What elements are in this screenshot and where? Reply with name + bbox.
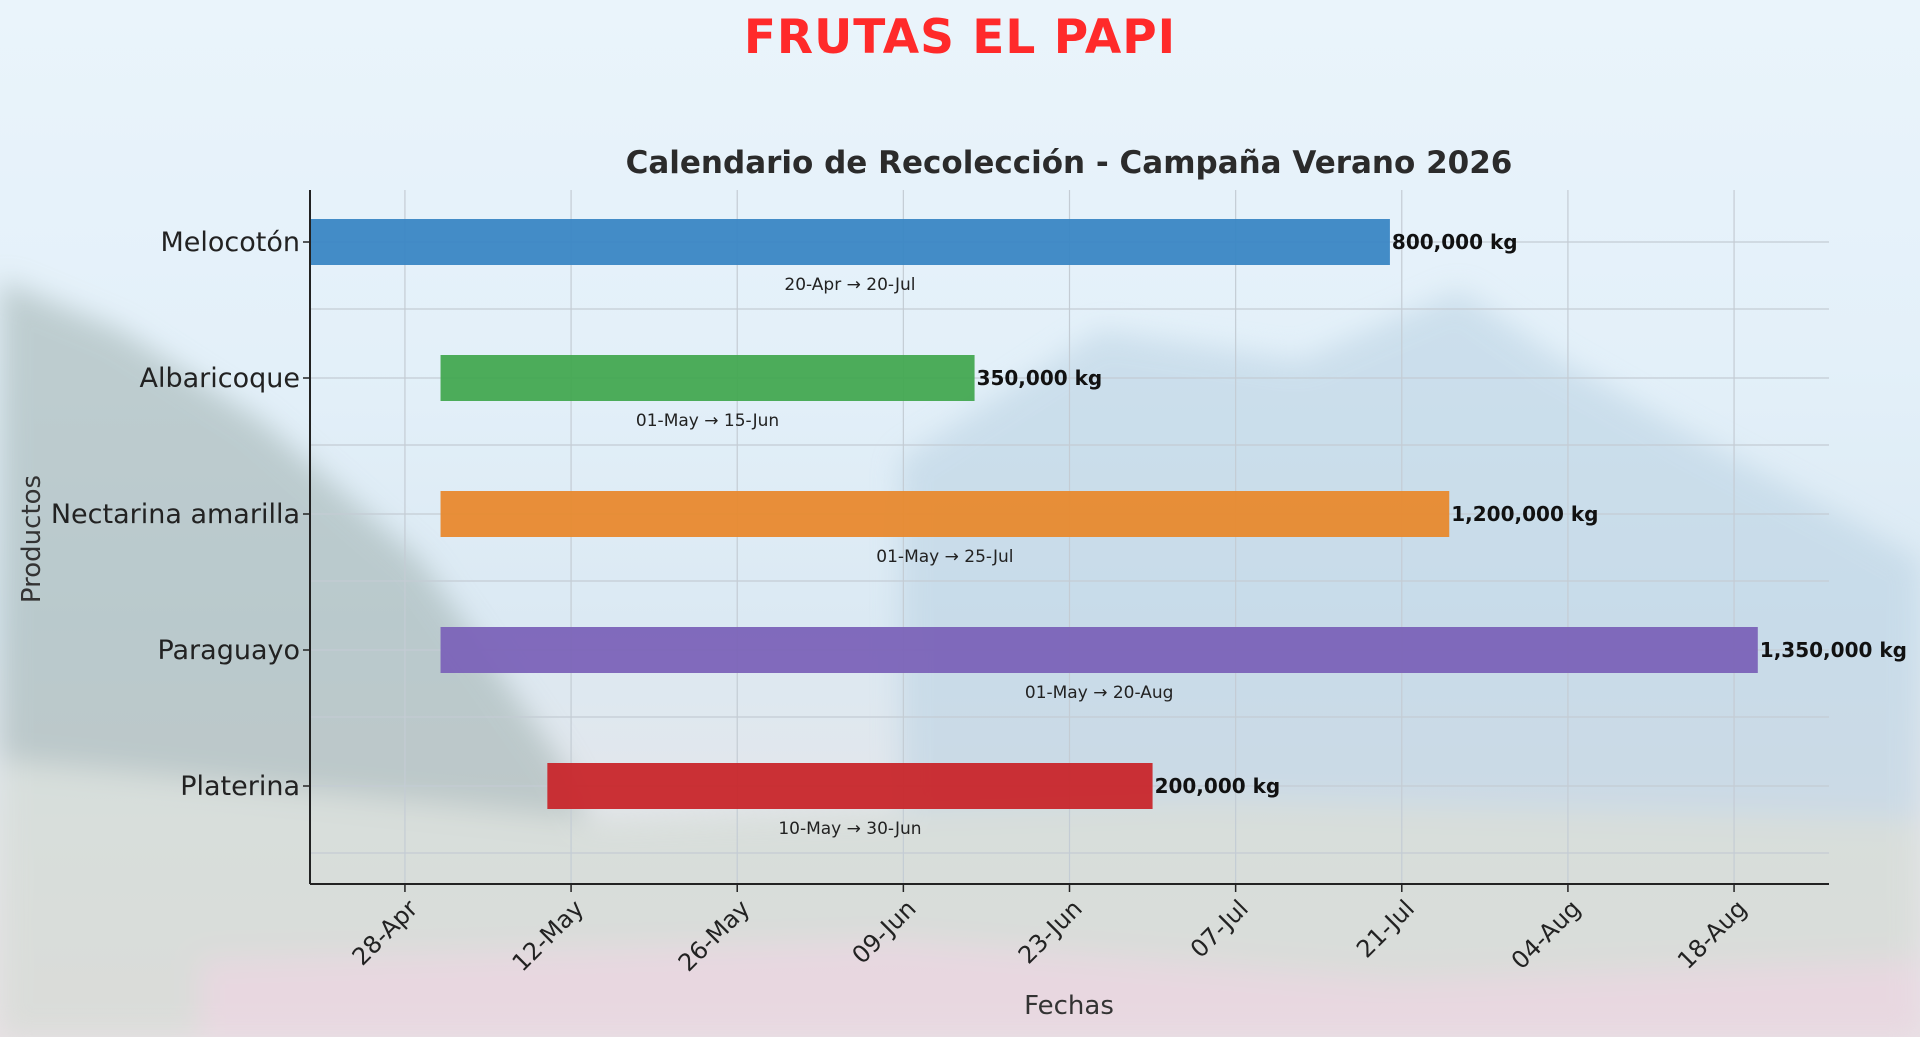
bar-range-label: 01-May → 15-Jun [636,411,779,431]
bar-value-label: 200,000 kg [1155,774,1281,798]
bar-range-label: 01-May → 20-Aug [1025,683,1174,703]
bar-range-label: 01-May → 25-Jul [876,547,1013,567]
y-tick-label: Paraguayo [157,635,300,666]
bar-value-label: 800,000 kg [1392,230,1518,254]
x-tick-label: 18-Aug [1672,894,1752,974]
bar-paraguayo [440,627,1758,673]
brand-title: FRUTAS EL PAPI [743,10,1177,65]
y-tick-label: Melocotón [160,227,300,258]
x-tick-label: 04-Aug [1506,894,1586,974]
x-tick-label: 26-May [673,894,756,977]
bar-melocotón [310,219,1390,265]
chart-title: Calendario de Recolección - Campaña Vera… [626,145,1513,181]
y-axis-label: Productos [17,475,47,603]
y-tick-label: Platerina [180,771,300,802]
bar-range-label: 20-Apr → 20-Jul [784,275,915,295]
bar-value-label: 1,350,000 kg [1760,638,1907,662]
x-tick-label: 21-Jul [1351,894,1420,963]
bar-nectarina-amarilla [440,491,1450,537]
bar-platerina [547,763,1153,809]
x-axis-label: Fechas [1024,991,1114,1021]
bar-value-label: 1,200,000 kg [1451,502,1598,526]
bar-range-label: 10-May → 30-Jun [778,819,921,839]
x-tick-label: 09-Jun [847,894,922,969]
x-tick-label: 07-Jul [1185,894,1254,963]
x-tick-label: 28-Apr [347,894,424,971]
y-tick-label: Nectarina amarilla [51,499,300,530]
x-tick-label: 12-May [507,894,590,977]
bar-albaricoque [440,355,975,401]
y-tick-label: Albaricoque [140,363,300,394]
x-tick-label: 23-Jun [1013,894,1088,969]
bar-value-label: 350,000 kg [977,366,1103,390]
